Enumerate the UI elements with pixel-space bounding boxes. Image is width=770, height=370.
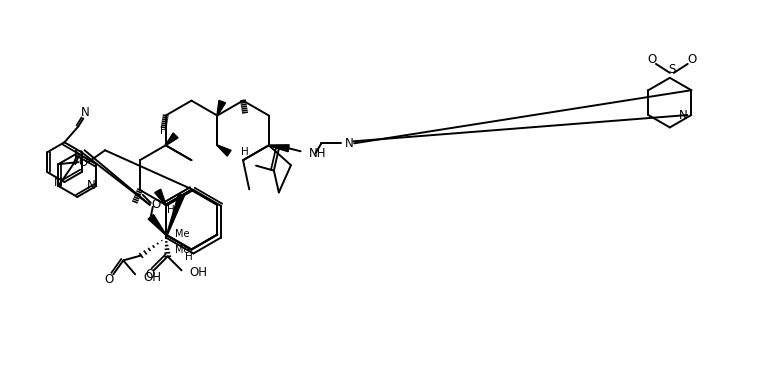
- Text: H: H: [160, 127, 168, 137]
- Text: O: O: [146, 268, 155, 281]
- Text: N: N: [345, 137, 353, 150]
- Text: O: O: [105, 273, 114, 286]
- Text: Me: Me: [176, 229, 189, 239]
- Polygon shape: [155, 189, 166, 205]
- Polygon shape: [166, 133, 178, 145]
- Polygon shape: [217, 145, 231, 156]
- Polygon shape: [269, 145, 290, 152]
- Text: O: O: [79, 156, 88, 169]
- Text: H: H: [167, 205, 175, 215]
- Text: O: O: [648, 53, 657, 67]
- Text: N: N: [87, 179, 95, 192]
- Text: S: S: [668, 63, 675, 76]
- Text: OH: OH: [143, 271, 161, 284]
- Polygon shape: [217, 101, 226, 116]
- Text: NH: NH: [309, 147, 326, 160]
- Text: H: H: [185, 252, 192, 262]
- Text: N: N: [81, 106, 89, 119]
- Polygon shape: [148, 215, 166, 235]
- Text: Me: Me: [176, 245, 189, 255]
- Text: OH: OH: [189, 266, 207, 279]
- Text: H: H: [241, 147, 249, 157]
- Text: O: O: [687, 53, 696, 67]
- Text: N: N: [74, 149, 82, 162]
- Text: O: O: [151, 198, 160, 211]
- Text: N: N: [679, 108, 688, 121]
- Polygon shape: [166, 194, 184, 238]
- Text: N: N: [54, 175, 63, 189]
